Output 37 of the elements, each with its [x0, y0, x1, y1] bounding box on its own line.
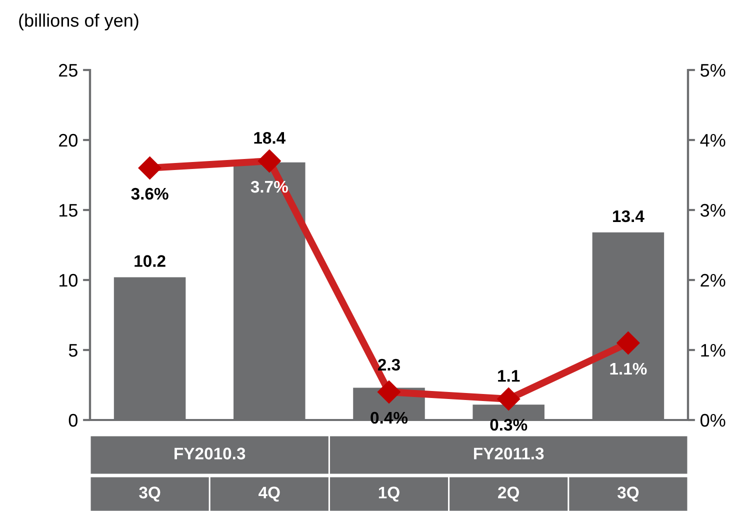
bar	[592, 232, 664, 420]
y2-tick-label: 3%	[700, 204, 726, 217]
point	[258, 150, 281, 172]
text: FY2011.3	[474, 448, 544, 460]
y2-tick-label: 5%	[700, 64, 726, 77]
x-tick-label: 1Q	[378, 486, 400, 502]
x-tick-label: 4Q	[258, 486, 280, 502]
point	[497, 388, 520, 410]
data-label: 3.6%	[131, 188, 168, 200]
data-label: 13.4	[613, 210, 644, 222]
y-tick-label: 5	[68, 344, 78, 357]
data-label: 0.3%	[490, 418, 528, 431]
y-tick-label: 20	[59, 134, 78, 147]
y-axis-title: (billions of yen)	[19, 14, 138, 30]
data-label: 1.1%	[610, 362, 647, 375]
point	[138, 156, 162, 180]
y2-tick-label: 0%	[700, 414, 726, 427]
data-label: 1.1	[498, 370, 520, 382]
bar	[234, 162, 306, 420]
y2-tick-label: 4%	[700, 134, 726, 147]
text: FY2010.3	[174, 448, 246, 460]
data-label: 10.2	[134, 255, 166, 267]
y2-tick-label: 2%	[700, 274, 726, 287]
x-tick-label: 3Q	[139, 486, 160, 502]
data-label: 0.4%	[370, 412, 408, 424]
data-label: 18.4	[254, 132, 286, 144]
bar	[472, 404, 544, 420]
y-tick-label: 15	[59, 204, 78, 217]
y2-tick-label: 1%	[701, 344, 726, 357]
bar	[114, 277, 186, 420]
y-tick-label: 10	[59, 274, 78, 287]
y-tick-label: 25	[59, 64, 78, 77]
y-tick-label: 0	[68, 414, 78, 427]
data-label: 2.3	[378, 358, 400, 371]
x-tick-label: 3Q	[617, 486, 639, 502]
x-tick-label: 2Q	[498, 486, 520, 502]
point	[616, 332, 640, 354]
